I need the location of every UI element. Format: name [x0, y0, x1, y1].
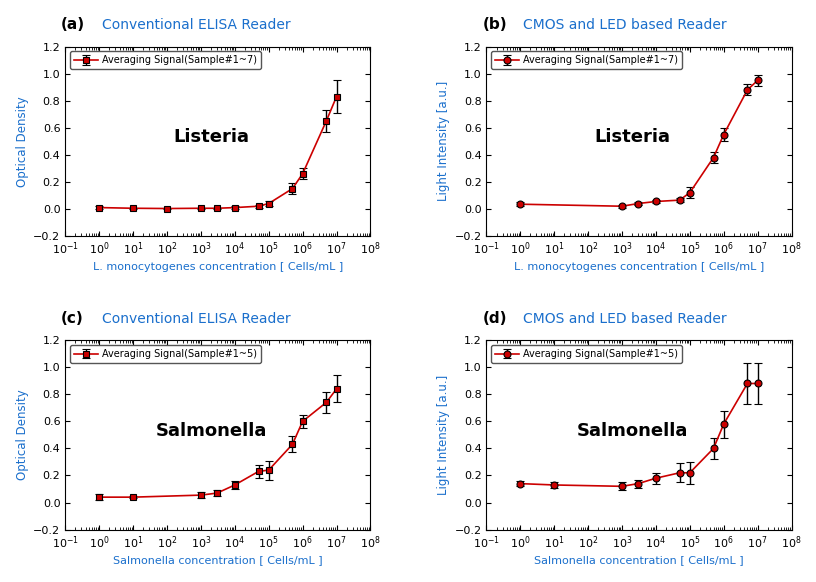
Text: (a): (a): [61, 17, 86, 32]
Y-axis label: Light Intensity [a.u.]: Light Intensity [a.u.]: [437, 81, 450, 201]
Legend: Averaging Signal(Sample#1~7): Averaging Signal(Sample#1~7): [491, 51, 682, 69]
X-axis label: Salmonella concentration [ Cells/mL ]: Salmonella concentration [ Cells/mL ]: [113, 555, 322, 565]
Text: CMOS and LED based Reader: CMOS and LED based Reader: [523, 18, 727, 32]
Text: Salmonella: Salmonella: [156, 422, 268, 440]
Text: Conventional ELISA Reader: Conventional ELISA Reader: [102, 18, 290, 32]
Legend: Averaging Signal(Sample#1~7): Averaging Signal(Sample#1~7): [70, 51, 261, 69]
Text: Listeria: Listeria: [595, 129, 671, 147]
Text: Salmonella: Salmonella: [577, 422, 689, 440]
Text: (d): (d): [482, 311, 507, 326]
Text: (b): (b): [482, 17, 507, 32]
Y-axis label: Optical Density: Optical Density: [16, 96, 29, 187]
X-axis label: L. monocytogenes concentration [ Cells/mL ]: L. monocytogenes concentration [ Cells/m…: [514, 262, 764, 272]
X-axis label: L. monocytogenes concentration [ Cells/mL ]: L. monocytogenes concentration [ Cells/m…: [93, 262, 343, 272]
Legend: Averaging Signal(Sample#1~5): Averaging Signal(Sample#1~5): [70, 345, 261, 363]
Text: CMOS and LED based Reader: CMOS and LED based Reader: [523, 311, 727, 326]
X-axis label: Salmonella concentration [ Cells/mL ]: Salmonella concentration [ Cells/mL ]: [534, 555, 743, 565]
Y-axis label: Optical Density: Optical Density: [16, 389, 29, 480]
Legend: Averaging Signal(Sample#1~5): Averaging Signal(Sample#1~5): [491, 345, 682, 363]
Text: (c): (c): [61, 311, 84, 326]
Y-axis label: Light Intensity [a.u.]: Light Intensity [a.u.]: [437, 375, 450, 495]
Text: Conventional ELISA Reader: Conventional ELISA Reader: [102, 311, 290, 326]
Text: Listeria: Listeria: [174, 129, 250, 147]
